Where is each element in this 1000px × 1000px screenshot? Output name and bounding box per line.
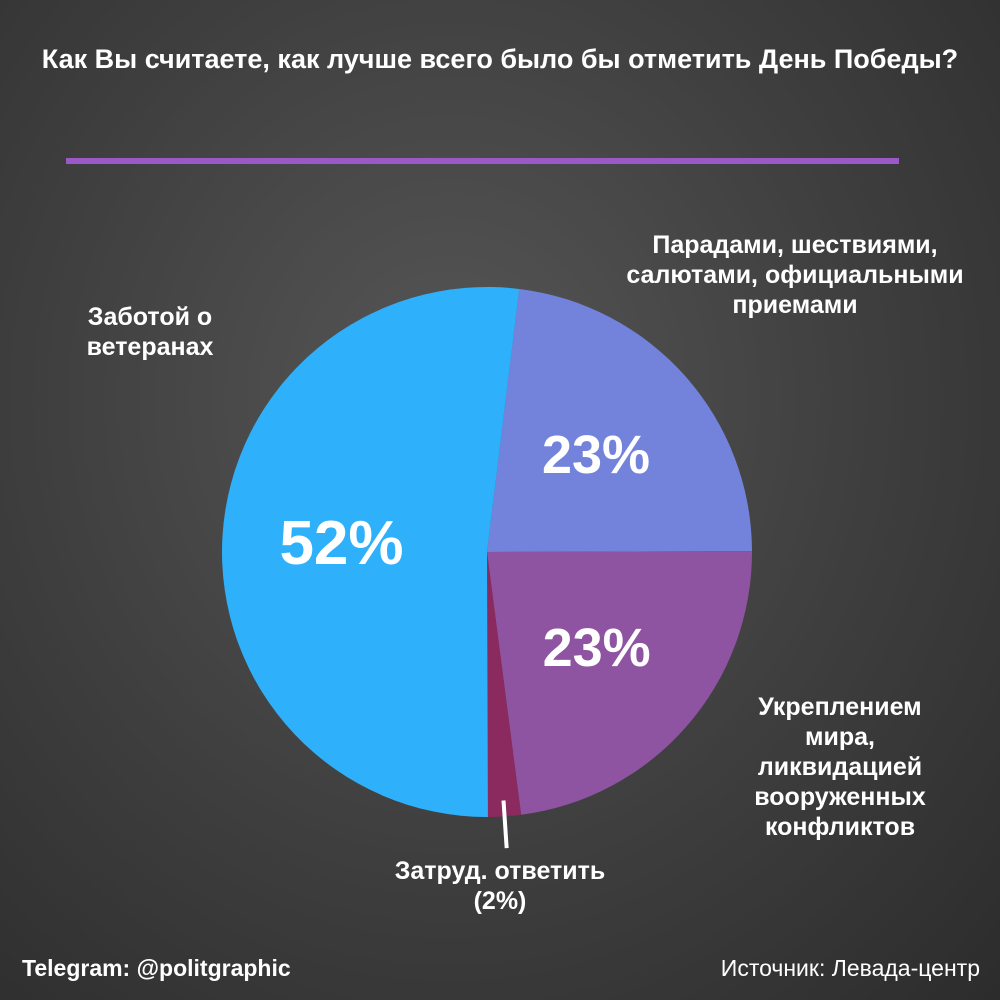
slice-label-parades: Парадами, шествиями, салютами, официальн…	[626, 231, 964, 319]
slice-label-dont-know: Затруд. ответить (2%)	[394, 857, 606, 915]
slice-veterans-value-label: 52%	[279, 509, 403, 578]
leader-line-dont-know	[501, 800, 509, 849]
slice-veterans	[221, 286, 520, 817]
slice-label-peace: Укреплением мира, ликвидацией вооруженны…	[754, 693, 926, 841]
slice-label-veterans: Заботой о ветеранах	[86, 303, 214, 361]
slice-dont-know	[487, 552, 522, 817]
title-divider	[66, 158, 899, 164]
slice-peace-value-label: 23%	[543, 618, 651, 678]
slice-parades	[487, 288, 752, 552]
chart-title: Как Вы считаете, как лучше всего было бы…	[41, 44, 959, 74]
slice-peace	[487, 551, 752, 815]
source-credit: Источник: Левада-центр	[720, 955, 980, 981]
slice-parades-value-label: 23%	[542, 425, 650, 485]
telegram-credit: Telegram: @politgraphic	[22, 955, 291, 981]
